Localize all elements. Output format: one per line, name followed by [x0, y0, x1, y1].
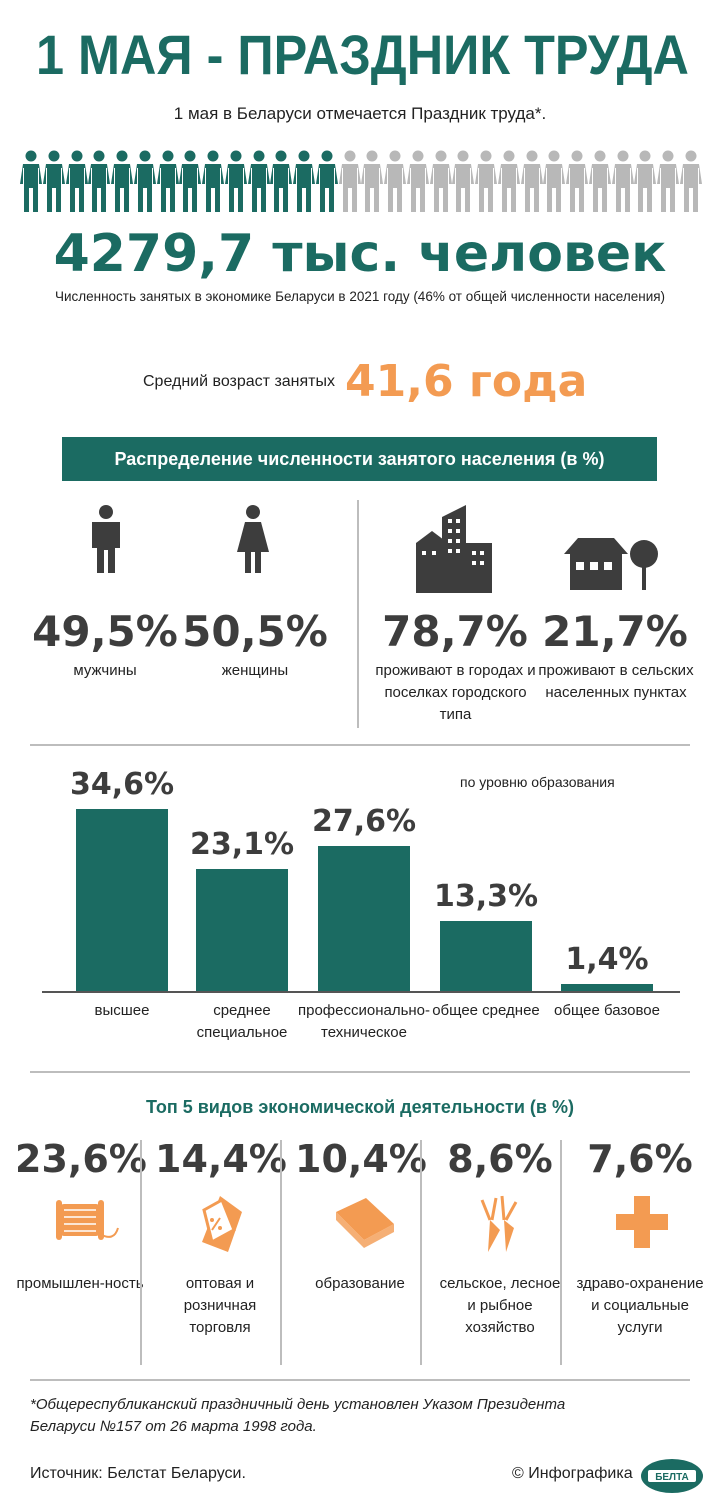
age-value: 41,6 года — [345, 356, 588, 407]
person-icon — [384, 150, 406, 212]
price-tag-icon — [190, 1190, 262, 1263]
divider — [140, 1140, 142, 1365]
person-icon — [156, 150, 179, 212]
urban-label: проживают в городах и поселках городског… — [375, 662, 536, 723]
top5-pct: 7,6% — [587, 1137, 693, 1181]
top5-pct: 8,6% — [447, 1137, 553, 1181]
page-title: 1 МАЯ - ПРАЗДНИК ТРУДА — [36, 23, 689, 86]
bar-value-label: 34,6% — [69, 767, 175, 802]
person-icon — [179, 150, 202, 212]
category-label: высшее — [94, 1002, 150, 1019]
bar-value-label: 1,4% — [565, 941, 649, 977]
person-icon — [543, 150, 566, 212]
top5-pct: 14,4% — [155, 1137, 287, 1181]
men-label: мужчины — [73, 662, 137, 679]
belta-logo: БЕЛТА — [641, 1459, 703, 1493]
category-label: общее среднее — [432, 1002, 540, 1019]
people-pictogram — [20, 150, 702, 212]
person-icon — [42, 150, 65, 212]
person-icon — [202, 150, 224, 212]
top5-pct: 23,6% — [15, 1137, 147, 1181]
person-icon — [429, 150, 452, 212]
bar — [318, 845, 410, 991]
person-icon — [224, 150, 247, 212]
divider — [560, 1140, 562, 1365]
city-icon — [416, 505, 492, 593]
employed-caption: Численность занятых в экономике Беларуси… — [54, 289, 666, 304]
person-icon — [20, 150, 42, 212]
chart-baseline — [42, 991, 680, 993]
spool-icon — [50, 1190, 122, 1263]
top5-label: оптовая и розничная торговля — [183, 1275, 257, 1336]
top5-label: здраво-охранение и социальные услуги — [576, 1275, 704, 1336]
book-icon — [330, 1190, 402, 1263]
employed-count: 4279,7 тыс. человек — [53, 224, 667, 284]
person-icon — [111, 150, 133, 212]
education-bar-chart: 34,6% высшее 23,1% среднее специальное 27,6%… — [69, 767, 660, 1041]
house-icon — [564, 538, 658, 590]
man-icon — [92, 505, 120, 573]
chart-title: по уровню образования — [460, 774, 615, 790]
divider — [30, 1071, 690, 1073]
person-icon — [588, 150, 611, 212]
woman-icon — [237, 505, 269, 573]
top5-label: сельское, лесное и рыбное хозяйство — [439, 1275, 561, 1336]
women-label: женщины — [221, 662, 289, 679]
person-icon — [634, 150, 657, 212]
medical-cross-icon — [610, 1190, 682, 1263]
top5-title: Топ 5 видов экономической деятельности (… — [146, 1097, 574, 1117]
divider — [420, 1140, 422, 1365]
category-label: среднее специальное — [196, 1002, 288, 1041]
divider — [357, 500, 359, 728]
bar — [561, 983, 653, 991]
person-icon — [520, 150, 543, 212]
person-icon — [361, 150, 384, 212]
women-pct: 50,5% — [182, 607, 328, 656]
bar — [196, 869, 288, 991]
footnote: *Общереспубликанский праздничный день ус… — [30, 1396, 566, 1435]
person-icon — [65, 150, 88, 212]
bar-value-label: 23,1% — [189, 827, 295, 863]
person-icon — [270, 150, 293, 212]
person-icon — [338, 150, 361, 212]
top5-label: промышлен-ность — [16, 1275, 144, 1292]
svg-text:БЕЛТА: БЕЛТА — [655, 1472, 689, 1483]
divider — [280, 1140, 282, 1365]
person-icon — [657, 150, 679, 212]
category-label: профессионально-техническое — [297, 1002, 431, 1041]
person-icon — [611, 150, 634, 212]
divider — [30, 744, 690, 746]
rural-pct: 21,7% — [542, 607, 688, 656]
urban-pct: 78,7% — [382, 607, 528, 656]
person-icon — [566, 150, 588, 212]
bar-value-label: 13,3% — [433, 879, 539, 915]
copyright: © Инфографика — [512, 1465, 633, 1482]
category-label: общее базовое — [554, 1002, 660, 1019]
men-pct: 49,5% — [32, 607, 178, 656]
rural-label: проживают в сельских населенных пунктах — [538, 662, 694, 701]
person-icon — [247, 150, 270, 212]
person-icon — [679, 150, 702, 212]
person-icon — [475, 150, 497, 212]
person-icon — [452, 150, 475, 212]
person-icon — [406, 150, 429, 212]
person-icon — [88, 150, 111, 212]
top5-pct: 10,4% — [295, 1137, 427, 1181]
distribution-banner: Распределение численности занятого насел… — [62, 437, 657, 481]
person-icon — [497, 150, 520, 212]
source: Источник: Белстат Беларуси. — [30, 1465, 246, 1482]
top5-label: образование — [315, 1275, 405, 1292]
person-icon — [293, 150, 315, 212]
person-icon — [315, 150, 338, 212]
age-label: Средний возраст занятых — [143, 373, 335, 390]
bar-value-label: 27,6% — [311, 803, 417, 839]
bar — [440, 921, 532, 991]
bar — [76, 809, 168, 991]
subtitle: 1 мая в Беларуси отмечается Праздник тру… — [173, 104, 547, 123]
person-icon — [133, 150, 156, 212]
carrots-icon — [470, 1190, 542, 1263]
divider — [30, 1379, 690, 1381]
